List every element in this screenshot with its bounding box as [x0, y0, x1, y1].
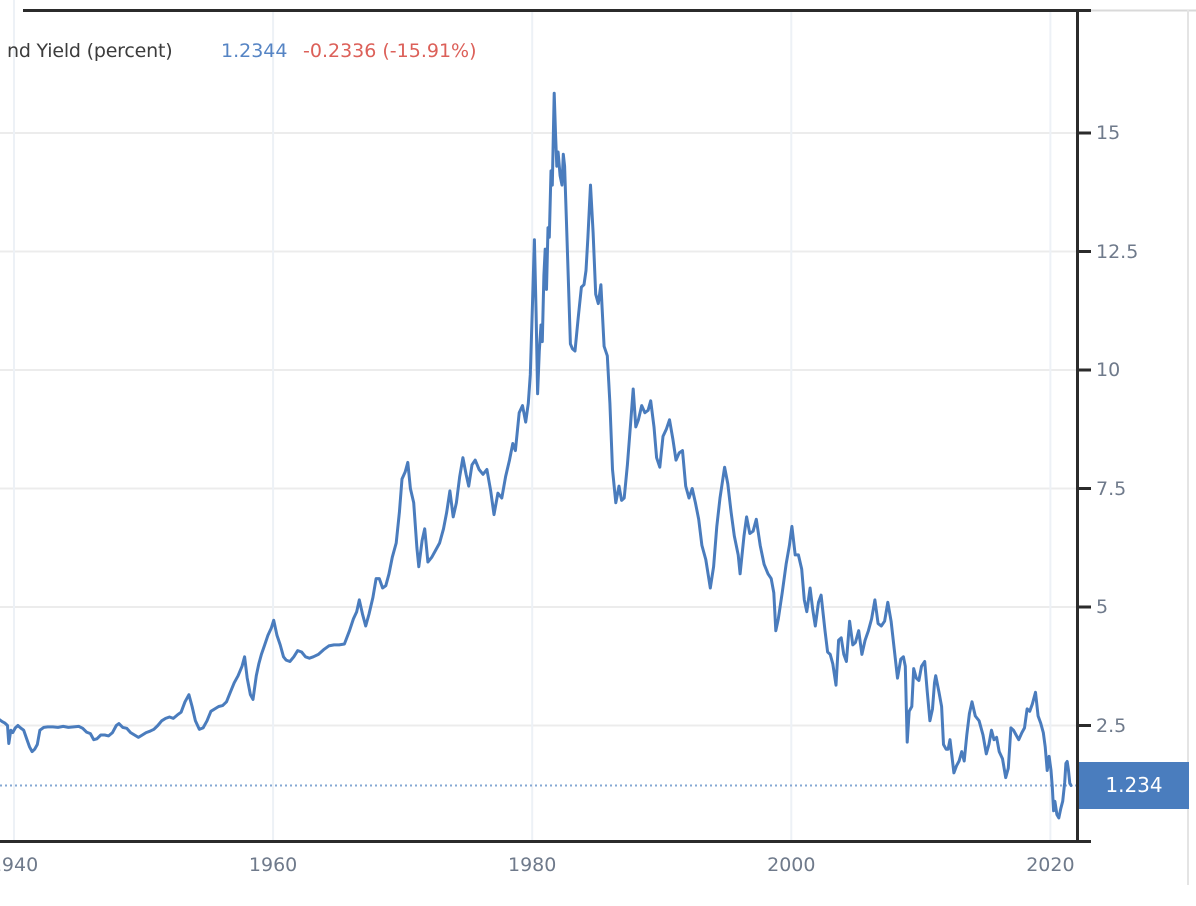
x-tick-label: 1980: [508, 854, 557, 876]
y-tick-label: 12.5: [1096, 240, 1139, 263]
current-price-label: 1.234: [1079, 761, 1189, 809]
x-tick-label: 2000: [767, 854, 816, 876]
y-tick-label: 15: [1096, 122, 1121, 144]
chart-title: nd Yield (percent): [7, 40, 173, 62]
current-price-text: 1.234: [1105, 773, 1163, 798]
x-tick-label: 2020: [1026, 854, 1075, 876]
y-tick-label: 10: [1096, 359, 1121, 381]
x-tick-label: 1940: [0, 854, 39, 876]
y-tick-label: 2.5: [1096, 714, 1127, 737]
last-value: 1.2344: [221, 40, 288, 62]
chart-header: nd Yield (percent) 1.2344 -0.2336 (-15.9…: [0, 40, 600, 68]
y-tick-label: 7.5: [1096, 477, 1127, 500]
change-value: -0.2336 (-15.91%): [303, 40, 477, 62]
yield-line: [0, 91, 1073, 820]
y-tick-label: 5: [1096, 596, 1109, 618]
x-tick-label: 1960: [248, 854, 298, 876]
